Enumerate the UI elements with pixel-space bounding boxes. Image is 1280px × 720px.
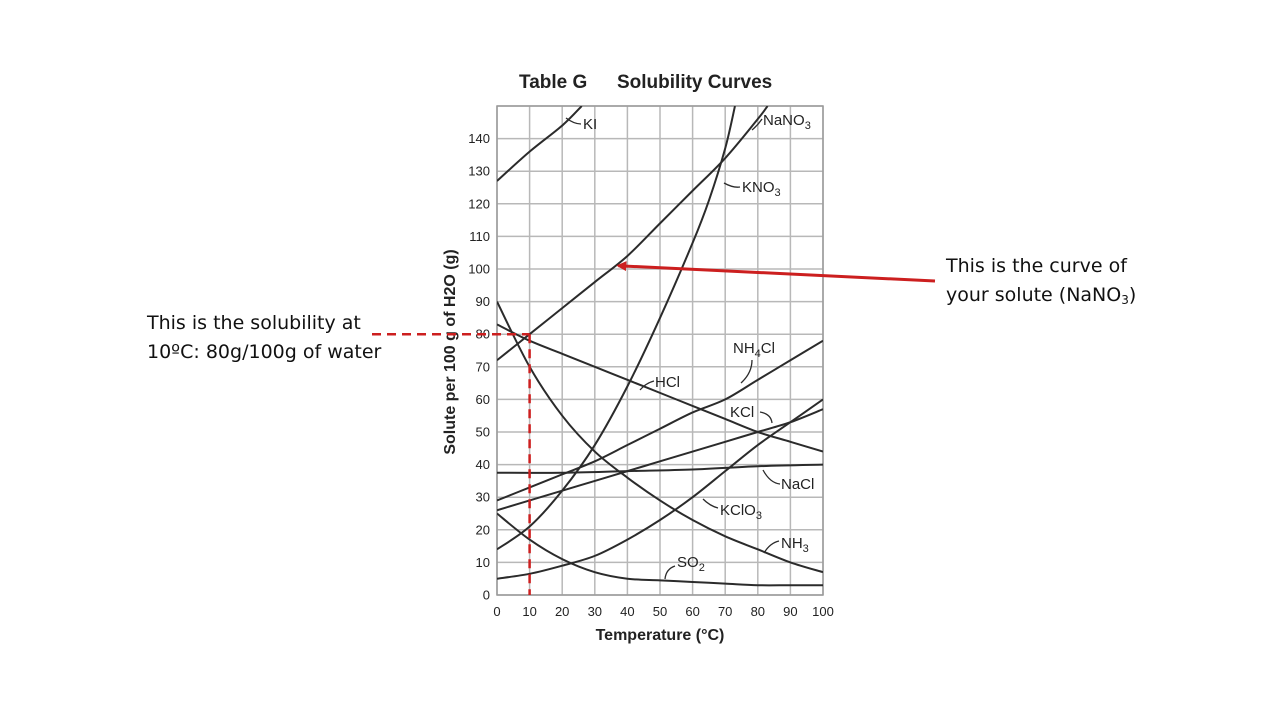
curve-note-line2-text: your solute (NaNO: [946, 284, 1122, 306]
label-leader-line: [723, 182, 741, 188]
y-tick-label: 130: [468, 164, 490, 179]
label-leader-line: [763, 540, 780, 554]
label-leader-line: [702, 498, 719, 509]
curve-label-so2: SO2: [664, 554, 705, 580]
curve-nano3: [497, 106, 769, 362]
label-leader-line: [664, 565, 676, 580]
label-leader-line: [751, 118, 763, 131]
label-leader-line: [762, 469, 781, 485]
curve-labels: KI NaNO3 KNO3 NH4Cl HCl KCl NaCl KClO3 NH3 SO2: [565, 112, 814, 580]
y-tick-label: 20: [476, 522, 490, 537]
y-tick-label: 100: [468, 262, 490, 277]
curve-label-kclo3: KClO3: [702, 498, 762, 522]
x-tick-label: 60: [685, 604, 699, 619]
x-tick-label: 90: [783, 604, 797, 619]
curve-label-text: NaNO3: [763, 112, 811, 132]
solubility-note-line2: 10ºC: 80g/100g of water: [147, 341, 382, 363]
y-tick-label: 110: [469, 229, 490, 244]
y-tick-label: 120: [468, 196, 490, 211]
label-leader-line: [639, 380, 655, 391]
curve-label-text: HCl: [655, 374, 680, 391]
curve-nh3: [497, 301, 823, 574]
label-leader-line: [740, 359, 753, 384]
x-tick-label: 50: [653, 604, 667, 619]
y-tick-label: 70: [476, 359, 490, 374]
chart-grid: [496, 105, 824, 596]
curve-nacl: [497, 463, 823, 474]
y-axis-label: Solute per 100 g of H2O (g): [442, 249, 459, 454]
curve-label-text: NaCl: [781, 476, 814, 493]
curve-label-kno3: KNO3: [723, 179, 781, 199]
curve-label-kcl: KCl: [730, 404, 773, 424]
curve-kclo3: [497, 398, 823, 580]
curve-label-text: KI: [583, 116, 597, 133]
x-tick-label: 80: [751, 604, 765, 619]
curve-label-text: NH4Cl: [733, 340, 775, 360]
x-tick-label: 30: [588, 604, 602, 619]
curve-note-line2: your solute (NaNO3): [946, 281, 1136, 310]
x-tick-label: 70: [718, 604, 732, 619]
x-tick-label: 100: [812, 604, 834, 619]
curve-label-text: KCl: [730, 404, 754, 421]
y-tick-label: 90: [476, 294, 490, 309]
solubility-note-line1: This is the solubility at: [147, 312, 361, 334]
curve-kcl: [497, 408, 823, 512]
curve-note-line2-sub: 3: [1121, 293, 1129, 307]
curve-label-hcl: HCl: [639, 374, 680, 391]
solubility-note: This is the solubility at 10ºC: 80g/100g…: [147, 309, 381, 367]
curve-kno3: [497, 106, 736, 551]
curve-hcl: [497, 323, 823, 453]
curve-pointer-arrow: [616, 261, 936, 283]
curve-label-nh3: NH3: [763, 535, 809, 555]
curve-label-text: KNO3: [742, 179, 781, 199]
curve-label-nacl: NaCl: [762, 469, 814, 493]
chart-title-prefix: Table G: [519, 72, 587, 93]
x-tick-label: 40: [620, 604, 634, 619]
curve-label-nh4cl: NH4Cl: [733, 340, 775, 384]
x-tick-label: 20: [555, 604, 569, 619]
chart-title: Solubility Curves: [617, 72, 772, 93]
x-tick-label: 0: [493, 604, 500, 619]
x-tick-label: 10: [522, 604, 536, 619]
curve-label-ki: KI: [565, 116, 597, 133]
curve-label-text: SO2: [677, 554, 705, 574]
y-tick-label: 140: [468, 131, 490, 146]
y-tick-label: 60: [476, 392, 490, 407]
label-leader-line: [565, 117, 582, 125]
y-tick-label: 10: [476, 555, 490, 570]
solubility-curves: [497, 106, 823, 587]
curve-so2: [497, 512, 823, 587]
curve-note: This is the curve of your solute (NaNO3): [946, 252, 1136, 310]
curve-label-text: KClO3: [720, 502, 762, 522]
y-tick-label: 30: [476, 490, 490, 505]
y-tick-label: 50: [476, 425, 490, 440]
curve-note-line1: This is the curve of: [946, 255, 1127, 277]
curve-note-line2-end: ): [1128, 284, 1137, 306]
curve-label-nano3: NaNO3: [751, 112, 811, 132]
curve-nh4cl: [497, 339, 823, 502]
plot-frame: [496, 105, 824, 596]
x-axis-label: Temperature (°C): [596, 627, 725, 644]
label-leader-line: [759, 411, 773, 424]
x-tick-labels: 0 10 20 30 40 50 60 70 80 90 100: [493, 604, 833, 619]
curve-ki: [497, 106, 583, 182]
curve-label-text: NH3: [781, 535, 809, 555]
y-tick-label: 0: [483, 588, 490, 603]
annotations: [372, 261, 936, 595]
y-tick-label: 40: [476, 457, 490, 472]
